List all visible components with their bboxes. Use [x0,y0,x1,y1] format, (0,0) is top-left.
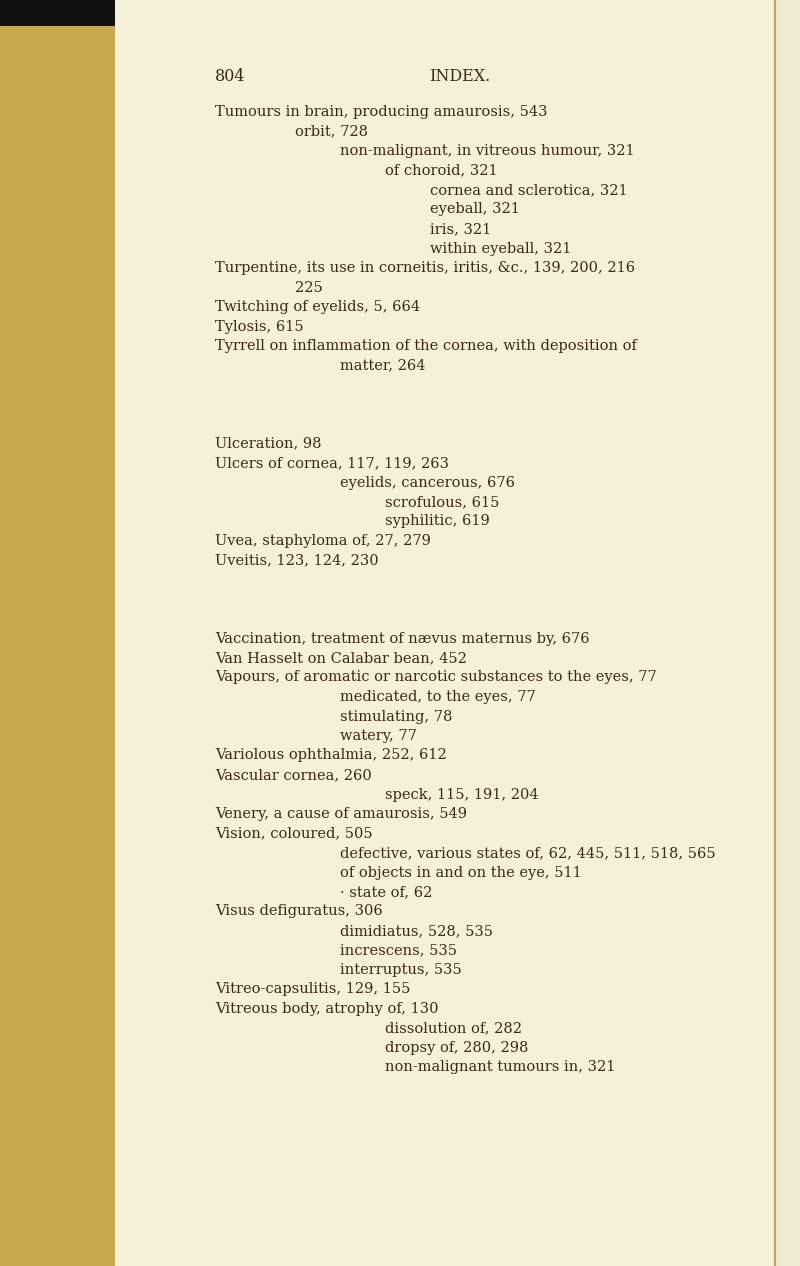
Text: syphilitic, 619: syphilitic, 619 [385,514,490,528]
Text: Tyrrell on inflammation of the cornea, with deposition of: Tyrrell on inflammation of the cornea, w… [215,339,637,353]
Text: Vision, coloured, 505: Vision, coloured, 505 [215,827,373,841]
Text: Ulcers of cornea, 117, 119, 263: Ulcers of cornea, 117, 119, 263 [215,456,449,470]
Text: INDEX.: INDEX. [430,68,490,85]
Text: Uvea, staphyloma of, 27, 279: Uvea, staphyloma of, 27, 279 [215,534,431,548]
Text: of objects in and on the eye, 511: of objects in and on the eye, 511 [340,866,582,880]
Text: Vitreo-capsulitis, 129, 155: Vitreo-capsulitis, 129, 155 [215,982,410,996]
Text: defective, various states of, 62, 445, 511, 518, 565: defective, various states of, 62, 445, 5… [340,846,716,860]
Text: cornea and sclerotica, 321: cornea and sclerotica, 321 [430,184,628,197]
Text: Uveitis, 123, 124, 230: Uveitis, 123, 124, 230 [215,553,378,567]
Text: Vaccination, treatment of nævus maternus by, 676: Vaccination, treatment of nævus maternus… [215,632,590,646]
Text: dropsy of, 280, 298: dropsy of, 280, 298 [385,1041,528,1055]
Text: dimidiatus, 528, 535: dimidiatus, 528, 535 [340,924,493,938]
Text: · state of, 62: · state of, 62 [340,885,432,899]
Text: Vascular cornea, 260: Vascular cornea, 260 [215,768,372,782]
Text: Tylosis, 615: Tylosis, 615 [215,319,304,333]
Bar [0,0,800,27]
Text: Tumours in brain, producing amaurosis, 543: Tumours in brain, producing amaurosis, 5… [215,105,547,119]
Text: increscens, 535: increscens, 535 [340,943,457,957]
Bar [775,0,800,1266]
Text: interruptus, 535: interruptus, 535 [340,963,462,977]
Text: Van Hasselt on Calabar bean, 452: Van Hasselt on Calabar bean, 452 [215,651,467,665]
Text: eyeball, 321: eyeball, 321 [430,203,520,216]
Text: Turpentine, its use in corneitis, iritis, &c., 139, 200, 216: Turpentine, its use in corneitis, iritis… [215,261,635,275]
Text: watery, 77: watery, 77 [340,729,417,743]
Text: orbit, 728: orbit, 728 [295,124,368,138]
Text: 225: 225 [295,281,322,295]
Bar [115,0,775,1266]
Text: non-malignant tumours in, 321: non-malignant tumours in, 321 [385,1061,615,1075]
Text: eyelids, cancerous, 676: eyelids, cancerous, 676 [340,476,515,490]
Text: Variolous ophthalmia, 252, 612: Variolous ophthalmia, 252, 612 [215,748,446,762]
Text: matter, 264: matter, 264 [340,358,426,372]
Text: Twitching of eyelids, 5, 664: Twitching of eyelids, 5, 664 [215,300,420,314]
Text: Ulceration, 98: Ulceration, 98 [215,437,322,451]
Text: speck, 115, 191, 204: speck, 115, 191, 204 [385,787,538,801]
Text: Vapours, of aromatic or narcotic substances to the eyes, 77: Vapours, of aromatic or narcotic substan… [215,671,657,685]
Text: iris, 321: iris, 321 [430,222,491,235]
Text: of choroid, 321: of choroid, 321 [385,163,498,177]
Bar [0,0,115,1266]
Text: medicated, to the eyes, 77: medicated, to the eyes, 77 [340,690,536,704]
Text: Venery, a cause of amaurosis, 549: Venery, a cause of amaurosis, 549 [215,806,467,820]
Text: dissolution of, 282: dissolution of, 282 [385,1022,522,1036]
Text: 804: 804 [215,68,246,85]
Text: non-malignant, in vitreous humour, 321: non-malignant, in vitreous humour, 321 [340,144,634,158]
Text: Visus defiguratus, 306: Visus defiguratus, 306 [215,904,382,919]
Text: stimulating, 78: stimulating, 78 [340,709,452,723]
Text: within eyeball, 321: within eyeball, 321 [430,242,571,256]
Text: Vitreous body, atrophy of, 130: Vitreous body, atrophy of, 130 [215,1001,438,1017]
Text: scrofulous, 615: scrofulous, 615 [385,495,499,509]
